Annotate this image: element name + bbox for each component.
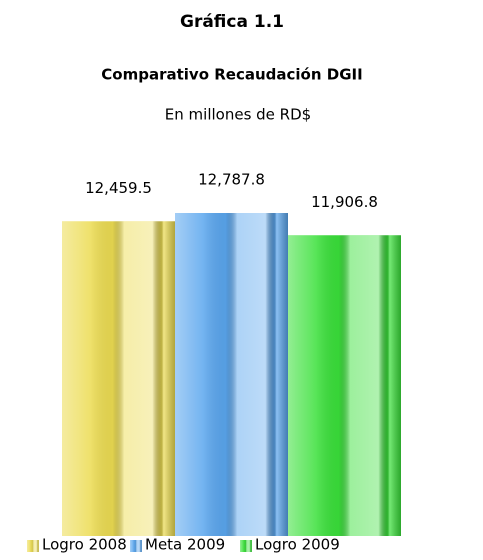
legend-label: Logro 2008 [42,536,127,554]
legend-swatch-shading [130,540,142,552]
bar-shading [62,221,175,536]
legend-swatch-shading [240,540,252,552]
unit-note: En millones de RD$ [165,106,311,124]
chart-subtitle: Comparativo Recaudación DGII [101,66,362,84]
value-label: 11,906.8 [311,193,378,211]
value-label: 12,459.5 [85,179,152,197]
chart-title: Gráfica 1.1 [180,12,284,32]
value-label: 12,787.8 [198,171,265,189]
legend-label: Logro 2009 [255,536,340,554]
legend-swatch-shading [27,540,39,552]
bar-shading [175,213,288,536]
bar-shading [288,235,401,537]
legend-label: Meta 2009 [145,536,225,554]
